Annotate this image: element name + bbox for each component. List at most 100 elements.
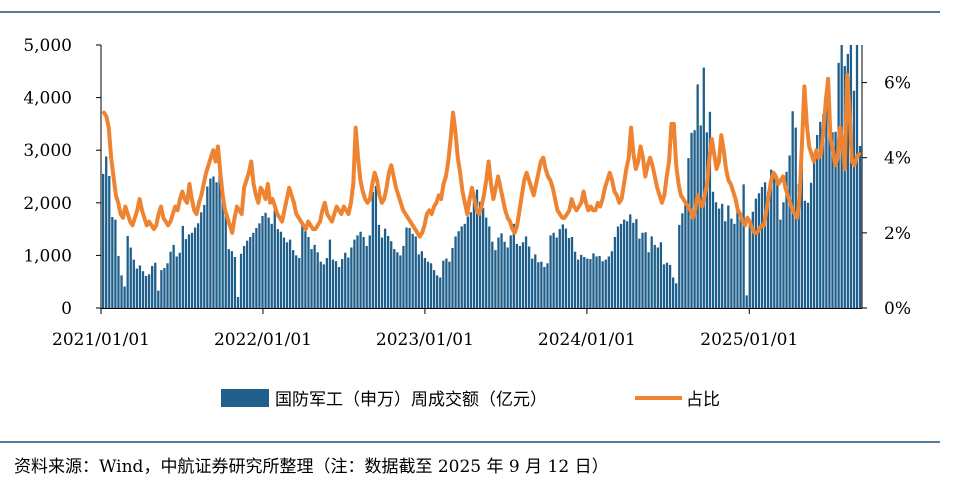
bar xyxy=(659,242,663,308)
bar xyxy=(193,227,197,308)
bar xyxy=(543,266,546,308)
bar xyxy=(500,233,503,308)
bar xyxy=(212,176,215,308)
bar xyxy=(132,259,135,308)
bar xyxy=(337,266,341,308)
bar xyxy=(601,261,604,308)
bar xyxy=(555,237,558,308)
bar xyxy=(457,231,460,308)
bar xyxy=(647,252,650,308)
bar xyxy=(334,261,338,308)
bar xyxy=(252,232,255,308)
bar xyxy=(583,256,586,308)
bar xyxy=(702,67,705,309)
bar xyxy=(310,249,313,308)
bar xyxy=(598,255,601,308)
bar xyxy=(451,248,454,308)
bar xyxy=(843,66,846,308)
bar xyxy=(537,262,540,308)
x-tick-label: 2021/01/01 xyxy=(52,330,150,350)
bar xyxy=(724,221,727,308)
bar xyxy=(328,239,332,308)
bar xyxy=(233,256,237,308)
bar xyxy=(760,187,764,308)
bar xyxy=(138,265,142,308)
bar xyxy=(852,90,856,308)
bar xyxy=(506,247,509,308)
bar xyxy=(129,247,132,308)
bar xyxy=(475,189,479,308)
bar xyxy=(638,238,641,308)
bar xyxy=(849,45,853,308)
bar xyxy=(592,253,595,308)
bar xyxy=(178,252,181,308)
x-tick-label: 2022/01/01 xyxy=(214,330,312,350)
bar xyxy=(797,183,800,308)
y-left-tick-label: 0 xyxy=(61,299,72,319)
bar xyxy=(800,130,804,308)
bar xyxy=(270,223,273,308)
bar xyxy=(678,224,681,308)
ratio-line xyxy=(102,73,861,239)
bar xyxy=(383,228,387,308)
bar xyxy=(442,260,445,308)
bar xyxy=(362,236,365,308)
bar xyxy=(325,258,329,308)
legend-bar-label: 国防军工（申万）周成交额（亿元） xyxy=(275,390,547,410)
bar xyxy=(497,237,500,308)
bar xyxy=(463,223,466,308)
bar xyxy=(819,121,822,308)
bar xyxy=(141,271,145,308)
bar xyxy=(249,236,252,308)
bar xyxy=(203,204,206,308)
bar xyxy=(417,254,420,308)
y-left-tick-label: 3,000 xyxy=(23,141,72,161)
bar xyxy=(301,224,304,308)
bar xyxy=(344,252,347,308)
bar xyxy=(166,263,169,308)
bar xyxy=(157,290,160,308)
bar xyxy=(227,249,230,308)
bar xyxy=(632,222,635,308)
bar xyxy=(577,259,580,308)
bar xyxy=(316,252,319,308)
y-left-tick-label: 2,000 xyxy=(23,194,72,214)
bar xyxy=(147,274,151,308)
bar xyxy=(108,175,111,308)
bar xyxy=(102,173,105,308)
bar xyxy=(120,275,123,308)
bar xyxy=(200,212,203,308)
bar xyxy=(169,251,172,308)
bar xyxy=(751,211,754,308)
bar xyxy=(420,251,424,308)
bar xyxy=(503,241,506,308)
bar xyxy=(267,217,270,308)
bar xyxy=(356,235,359,308)
bar xyxy=(426,261,430,308)
x-ticks: 2021/01/01 2022/01/01 2023/01/01 2024/01/01… xyxy=(52,308,798,350)
bar xyxy=(567,238,571,308)
bar xyxy=(368,235,371,308)
bar xyxy=(730,218,733,308)
bar xyxy=(656,247,659,308)
bar xyxy=(616,226,620,308)
bar xyxy=(485,217,488,308)
bar xyxy=(472,197,476,308)
bar xyxy=(708,111,712,308)
bar xyxy=(154,262,157,308)
bar xyxy=(224,215,227,308)
bar xyxy=(163,268,166,308)
x-tick-label: 2025/01/01 xyxy=(700,330,798,350)
bar xyxy=(331,259,335,308)
bar xyxy=(840,45,843,308)
bar xyxy=(748,221,751,308)
bar xyxy=(690,132,693,308)
bar xyxy=(432,270,436,308)
y-left-tick-label: 1,000 xyxy=(23,246,72,266)
bar xyxy=(423,258,427,308)
bar xyxy=(190,232,194,308)
bar xyxy=(353,239,356,308)
bar xyxy=(429,263,433,308)
bar xyxy=(549,235,552,308)
bar xyxy=(160,270,163,308)
